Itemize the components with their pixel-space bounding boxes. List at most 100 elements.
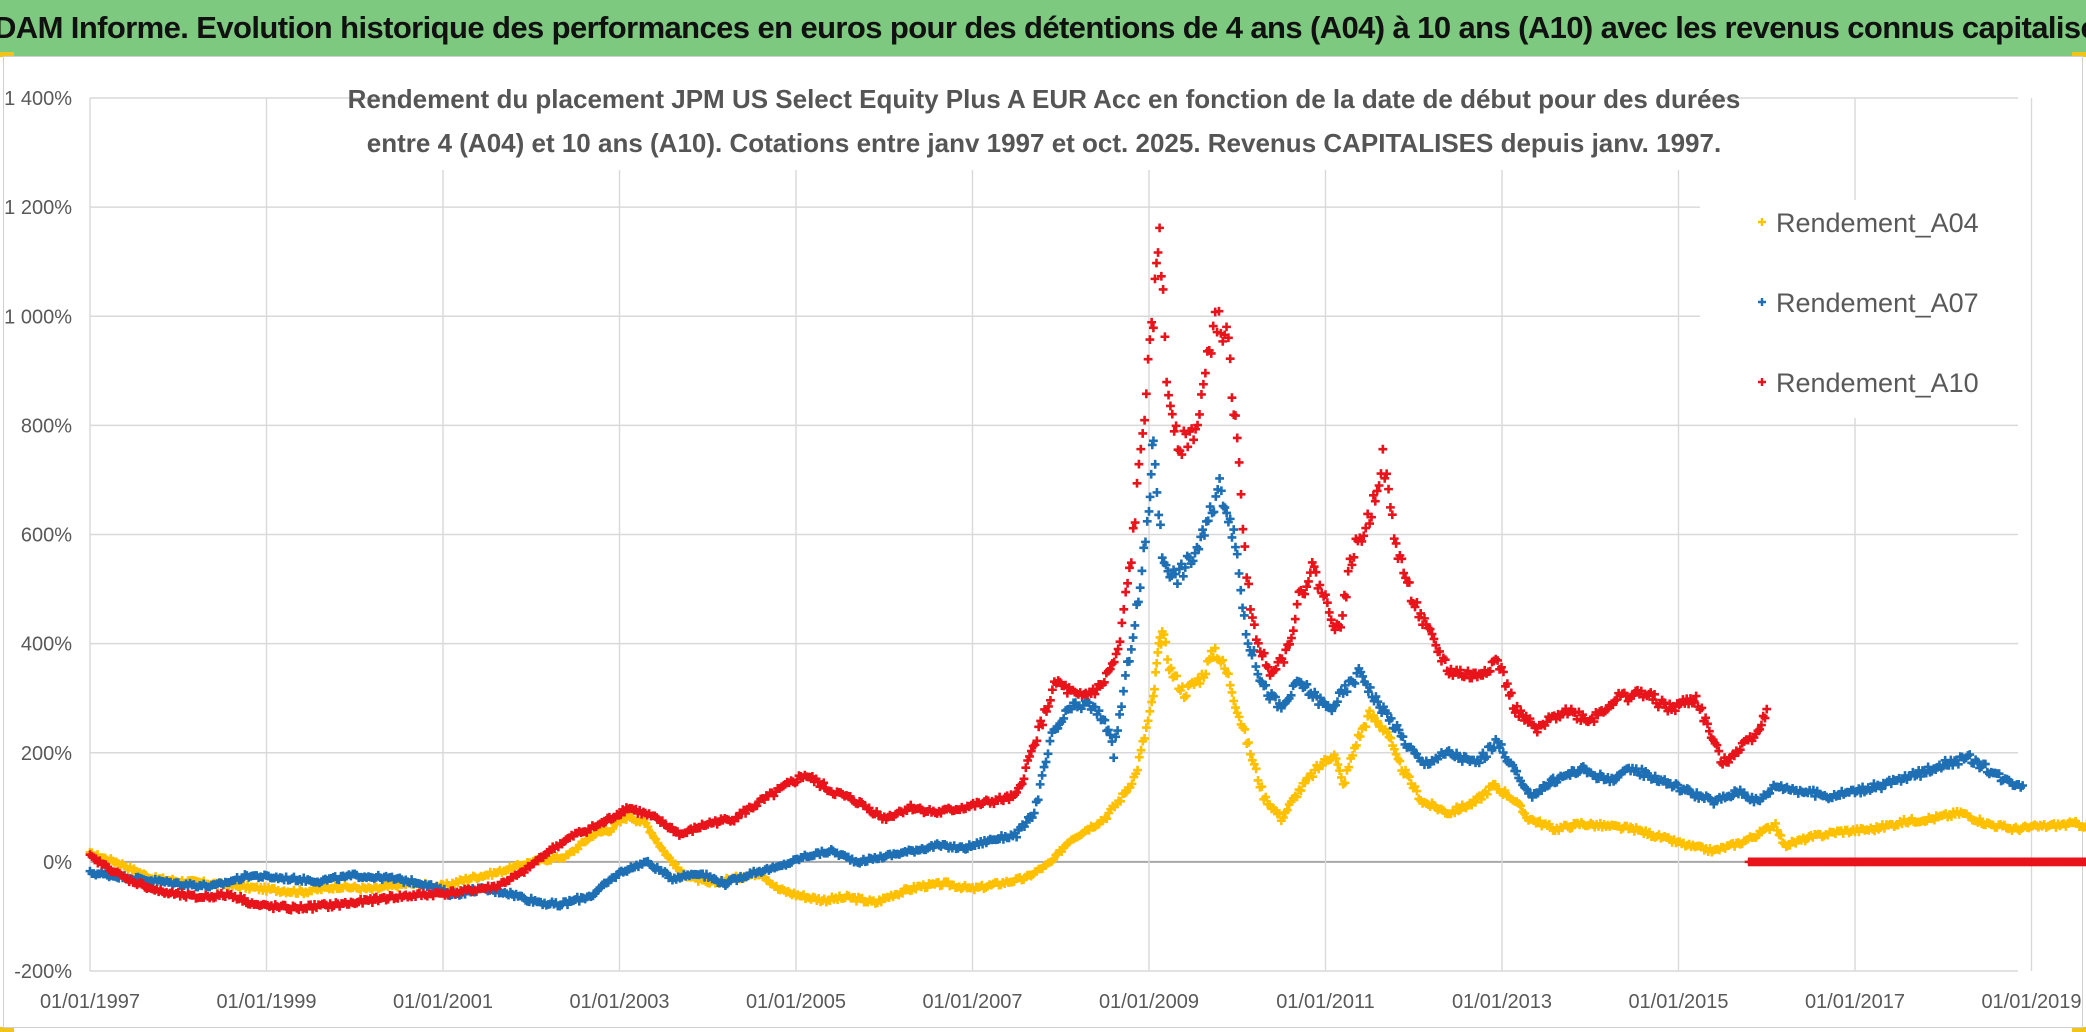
series-0-point [1482,789,1492,799]
series-1-point [1142,516,1152,526]
corner-accent [0,52,14,57]
series-2-point [1703,719,1712,729]
series-0-point [1645,827,1654,837]
series-2-point [1382,469,1392,479]
series-2-point [368,898,377,908]
series-2-point [1650,689,1659,699]
series-0-point [1127,779,1137,789]
series-1-point [1115,709,1124,719]
series-2-point [1222,322,1231,332]
series-1-point [1482,752,1491,762]
series-2-point [1225,354,1235,364]
series-2-point [1691,691,1701,701]
series-1-point [1029,808,1039,818]
series-1-point [1124,656,1134,666]
series-2-point [1171,421,1181,431]
series-1-point [1134,597,1143,607]
corner-accent [2072,52,2086,57]
series-2-point [1145,335,1155,345]
series-2-point [1242,573,1252,583]
series-0-point [1147,697,1157,707]
series-1-point [1154,510,1164,520]
series-0-point [1318,760,1327,770]
series-0-point [1395,756,1405,766]
series-2-point [1121,587,1131,597]
series-0-point [1227,688,1237,697]
series-2-point [1250,620,1259,630]
series-1-point [1128,633,1138,642]
series-2-point [1038,720,1048,730]
series-2-point [1231,411,1240,420]
series-2-point [1200,368,1210,378]
series-0-point [1386,733,1396,743]
series-2-point [1341,592,1351,602]
y-tick-label: 800% [21,415,72,437]
series-0-point [608,824,618,833]
series-2-point [1195,410,1204,419]
series-0-point [1373,716,1382,726]
legend-entry: Rendement_A04 [1758,208,1979,238]
series-1-point [1200,531,1209,540]
series-0-point [1161,637,1171,647]
series-0-point [1163,655,1172,664]
series-2-point [1152,258,1161,268]
series-2-point [1429,634,1439,644]
series-1-point [1373,697,1383,707]
series-1-point [1180,563,1190,572]
series-2-point [1724,757,1733,767]
series-1-point [1356,667,1366,677]
series-2-point [1236,489,1246,499]
series-1-point [1109,753,1119,763]
series-2-point [1128,523,1138,533]
series-1-point [1205,502,1215,511]
series-2-point [1123,578,1132,588]
series-2-point [1343,566,1353,576]
series-2-point [1193,420,1202,430]
y-tick-label: 0% [43,852,72,874]
series-1-point [1146,469,1156,479]
series-1-point [1650,771,1660,781]
series-0-point [1172,671,1182,681]
series-1-point [1126,645,1136,654]
x-tick-label: 01/01/2011 [1276,991,1375,1013]
series-0-point [1404,772,1414,782]
series-2-point [1762,704,1772,714]
legend-marker [1758,378,1766,386]
x-tick-label: 01/01/2013 [1452,991,1552,1013]
series-2-point [792,777,802,787]
series-1-point [1333,697,1342,707]
legend-entry: Rendement_A10 [1758,368,1979,398]
series-2-point [1431,640,1441,650]
series-0-point [1490,779,1500,789]
series-2-point [1499,667,1508,677]
series-1-point [1239,611,1249,620]
series-2-point [1525,714,1535,724]
series-0-point [1156,639,1166,649]
series-2-point [1105,664,1115,674]
series-2-point [1463,666,1473,676]
series-1-point [1156,520,1165,530]
series-1-point [1243,639,1253,649]
y-tick-label: 1 200% [4,197,72,219]
series-0-point [1151,667,1161,677]
series-2-point [1502,679,1512,689]
series-0-point [1150,684,1159,694]
series-0-point [1365,706,1375,716]
series-2-point [1735,745,1745,755]
series-1-point [1342,687,1352,697]
series-1-point [1994,769,2004,779]
series-2-point [1177,450,1187,459]
series-2-point [1387,510,1397,520]
series-0-point [1102,814,1112,824]
series-1-point [1141,537,1150,547]
series-2-point [1670,706,1680,716]
series-2-point [1143,354,1153,364]
series-2-point [1359,531,1369,541]
series-0-point [1471,797,1480,807]
series-2-point [1042,707,1051,716]
series-2-point [1189,435,1199,445]
series-2-point [1026,746,1036,756]
series-0-point [1246,749,1255,759]
series-2-point [1224,333,1233,343]
